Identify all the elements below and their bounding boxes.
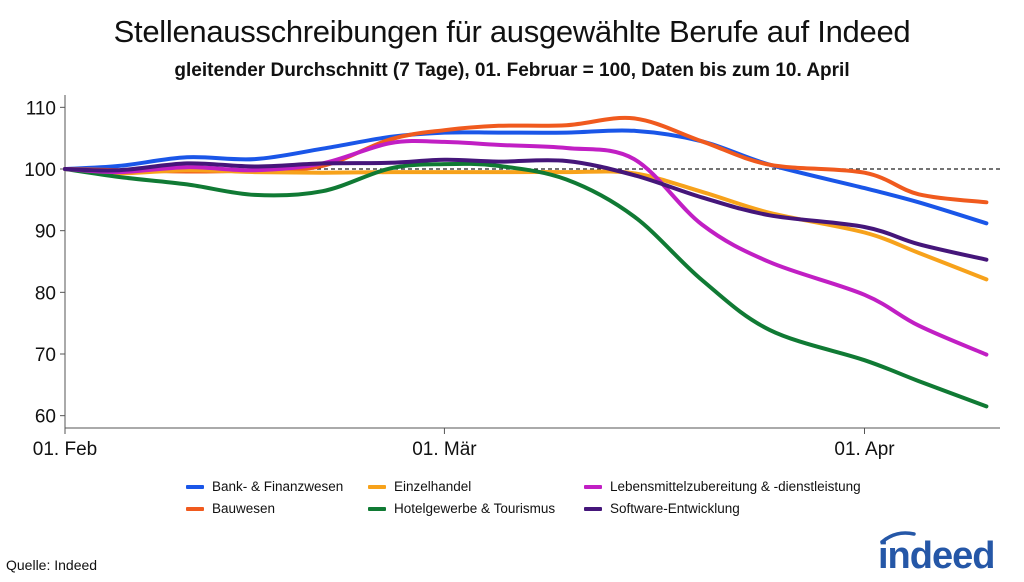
legend-item: Bauwesen <box>186 501 275 516</box>
chart-title: Stellenausschreibungen für ausgewählte B… <box>113 14 911 49</box>
logo-text: indeed <box>878 535 994 576</box>
legend-label: Lebensmittelzubereitung & -dienstleistun… <box>610 479 861 494</box>
series-line-bank-finanzwesen <box>63 128 989 226</box>
legend-swatch <box>186 506 204 511</box>
series-line-software-entwicklung <box>63 157 989 262</box>
legend-item: Hotelgewerbe & Tourismus <box>368 501 555 516</box>
y-tick-label: 110 <box>26 98 56 119</box>
logo-swoosh-icon <box>880 531 916 544</box>
y-tick-label: 80 <box>35 283 56 304</box>
series-line-lebensmittelzubereitung-dienstleistung <box>63 139 989 357</box>
y-tick-label: 60 <box>35 407 56 428</box>
y-tick-label: 70 <box>35 345 56 366</box>
legend-item: Lebensmittelzubereitung & -dienstleistun… <box>584 479 861 494</box>
x-tick-label: 01. Feb <box>33 439 97 460</box>
legend-item: Software-Entwicklung <box>584 501 740 516</box>
legend-swatch <box>368 506 386 511</box>
legend-swatch <box>584 506 602 511</box>
legend-item: Einzelhandel <box>368 479 471 494</box>
legend-swatch <box>368 484 386 489</box>
source-note: Quelle: Indeed <box>6 557 98 573</box>
legend-swatch <box>584 484 602 489</box>
chart-legend: Bank- & Finanzwesen Bauwesen Einzelhandel H… <box>186 479 906 523</box>
chart-subtitle: gleitender Durchschnitt (7 Tage), 01. Fe… <box>174 60 850 81</box>
series-line-einzelhandel <box>63 167 989 282</box>
legend-item: Bank- & Finanzwesen <box>186 479 343 494</box>
legend-label: Bank- & Finanzwesen <box>212 479 344 494</box>
y-tick-label: 100 <box>24 160 56 181</box>
legend-label: Software-Entwicklung <box>610 501 740 516</box>
x-tick-label: 01. Apr <box>834 439 895 460</box>
y-tick-label: 90 <box>35 222 56 243</box>
legend-label: Einzelhandel <box>394 479 472 494</box>
indeed-logo: indeed <box>878 531 995 576</box>
chart-axes: 60 70 80 90 100 110 01. Feb 01. Mär 01. Apr <box>24 95 1000 460</box>
series-lines <box>63 115 989 409</box>
legend-label: Hotelgewerbe & Tourismus <box>394 501 556 516</box>
legend-swatch <box>186 484 204 489</box>
series-line-hotelgewerbe-tourismus <box>63 161 989 409</box>
x-tick-label: 01. Mär <box>412 439 477 460</box>
legend-label: Bauwesen <box>212 501 276 516</box>
